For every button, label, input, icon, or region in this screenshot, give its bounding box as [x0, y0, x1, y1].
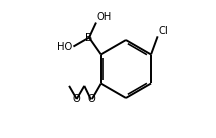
Text: B: B	[85, 33, 93, 43]
Text: O: O	[73, 94, 81, 104]
Text: HO: HO	[57, 42, 73, 51]
Text: OH: OH	[97, 12, 112, 22]
Text: O: O	[88, 94, 96, 104]
Text: Cl: Cl	[158, 26, 168, 36]
